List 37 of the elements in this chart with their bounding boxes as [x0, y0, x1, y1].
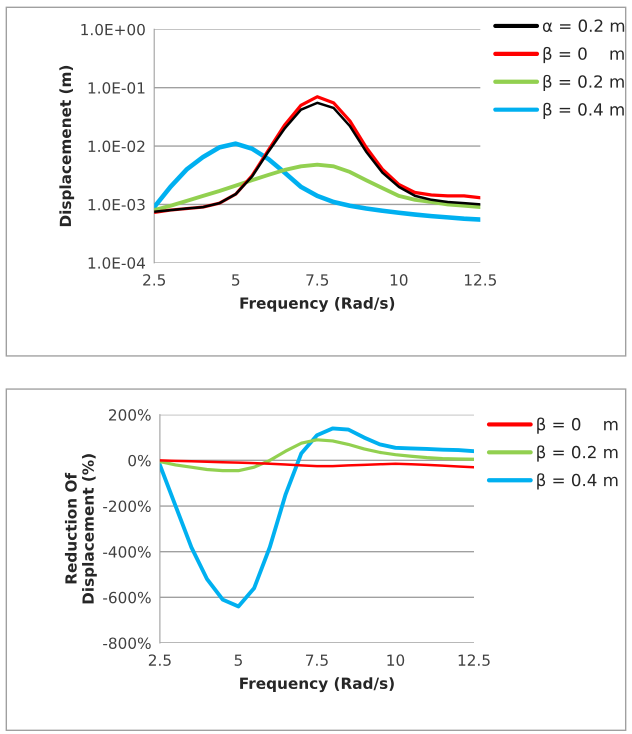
y-tick-label: 200% — [109, 409, 151, 421]
x-tick-label: 7.5 — [306, 274, 328, 286]
y-tick-label: 0% — [128, 454, 151, 466]
legend-label: β = 0.4 m — [544, 102, 624, 119]
line-series — [160, 426, 474, 608]
x-tick-label: 7.5 — [306, 654, 328, 666]
legend-label: β = 0.4 m — [537, 473, 618, 490]
x-tick-label: 5 — [234, 654, 242, 666]
x-axis-title: Frequency (Rad/s) — [240, 297, 394, 312]
y-tick-label: -800% — [103, 637, 151, 650]
x-tick-label: 2.5 — [143, 274, 166, 286]
legend-label: β = 0.2 m — [544, 74, 624, 92]
line-series — [154, 162, 480, 212]
y-tick-label: -400% — [103, 546, 151, 558]
legend-label: α = 0.2 m — [542, 19, 624, 32]
x-tick-label: 12.5 — [464, 274, 496, 286]
line-series — [154, 141, 480, 222]
x-axis-title: Frequency (Rad/s) — [240, 677, 394, 692]
y-tick-label: -600% — [103, 592, 151, 604]
legend-label: β = 0 m — [537, 418, 618, 434]
y-tick-label: -200% — [103, 500, 151, 512]
legend-label: β = 0.2 m — [537, 445, 618, 462]
x-tick-label: 2.5 — [148, 654, 171, 666]
line-series — [160, 459, 474, 468]
y-tick-label: 1.0E-02 — [88, 140, 144, 152]
x-tick-label: 5 — [232, 274, 240, 286]
y-tick-label: 1.0E-04 — [88, 257, 146, 269]
y-tick-label: 1.0E-03 — [88, 198, 145, 210]
legend-label: β = 0 m — [544, 46, 624, 64]
x-tick-label: 10 — [390, 274, 408, 286]
y-axis-title: Displacemenet (m) — [59, 66, 74, 226]
x-tick-label: 10 — [387, 654, 404, 666]
y-tick-label: 1.0E-01 — [88, 82, 144, 94]
line-series — [160, 438, 474, 472]
x-tick-label: 12.5 — [458, 654, 490, 666]
y-tick-label: 1.0E+00 — [81, 24, 145, 36]
y-axis-title: Reduction Of Displacement (%) — [64, 454, 97, 604]
